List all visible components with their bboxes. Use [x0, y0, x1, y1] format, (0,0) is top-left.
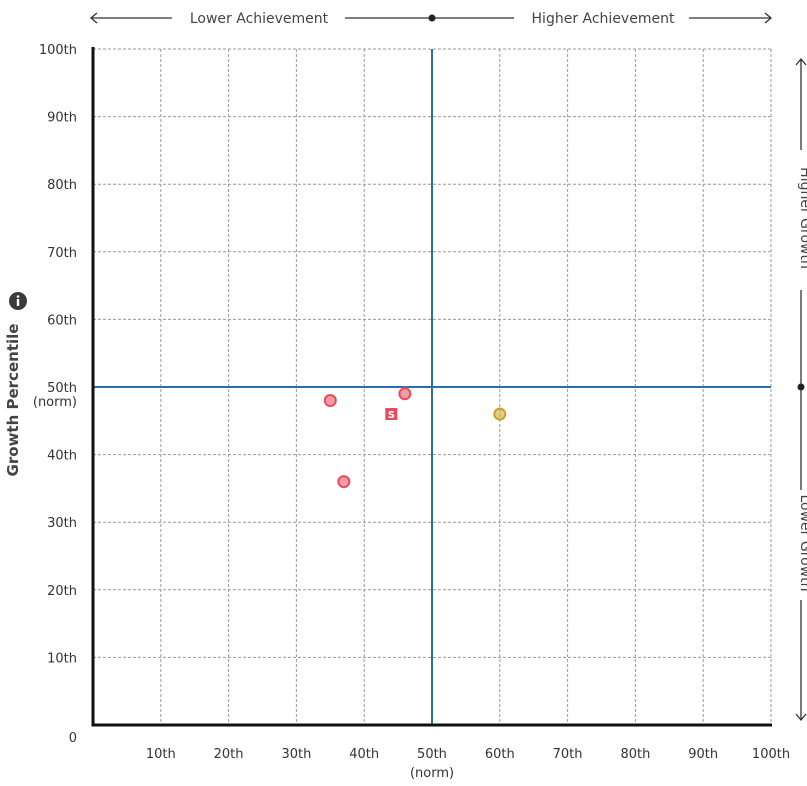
down-arrow-icon: [795, 713, 807, 722]
x-tick-label: 80th: [620, 747, 650, 762]
origin-label: 0: [69, 731, 77, 746]
x-tick-label: 30th: [281, 747, 311, 762]
data-point-label: S: [388, 410, 395, 421]
growth-midpoint-dot: [797, 383, 805, 391]
y-tick-label: 20th: [47, 584, 77, 599]
lower-achievement-label: Lower Achievement: [190, 11, 329, 27]
y-norm-label: (norm): [33, 395, 77, 410]
y-tick-label: 30th: [47, 516, 77, 531]
info-icon[interactable]: [9, 292, 27, 310]
y-axis-title: Growth Percentile: [4, 324, 22, 477]
data-point-circle: [337, 475, 351, 489]
up-arrow-icon: [795, 57, 807, 66]
data-point-circle: [398, 387, 412, 401]
x-tick-label: 100th: [752, 747, 790, 762]
x-tick-label: 10th: [146, 747, 176, 762]
data-point-circle: [493, 407, 507, 421]
x-tick-label: 60th: [485, 747, 515, 762]
left-arrow-icon: [89, 12, 98, 24]
y-tick-label: 40th: [47, 449, 77, 464]
info-icon-stem: [16, 299, 20, 306]
right-arrow-icon: [764, 12, 773, 24]
higher-achievement-label: Higher Achievement: [532, 11, 675, 27]
x-norm-label: (norm): [410, 766, 454, 781]
y-tick-label: 10th: [47, 651, 77, 666]
y-tick-label: 60th: [47, 313, 77, 328]
y-tick-label: 90th: [47, 111, 77, 126]
y-tick-label: 50th: [47, 381, 77, 396]
data-point-square: [385, 408, 398, 421]
x-tick-label: 50th: [417, 747, 447, 762]
achievement-midpoint-dot: [428, 14, 436, 22]
info-icon-dot: [16, 295, 20, 298]
higher-growth-label: Higher Growth: [797, 167, 807, 269]
x-tick-label: 90th: [688, 747, 718, 762]
x-tick-label: 70th: [553, 747, 583, 762]
data-point-circle: [323, 394, 337, 408]
y-tick-label: 80th: [47, 178, 77, 193]
x-tick-label: 20th: [214, 747, 244, 762]
y-tick-label: 100th: [39, 43, 77, 58]
x-tick-label: 40th: [349, 747, 379, 762]
y-tick-label: 70th: [47, 246, 77, 261]
lower-growth-label: Lower Growth: [797, 494, 807, 591]
